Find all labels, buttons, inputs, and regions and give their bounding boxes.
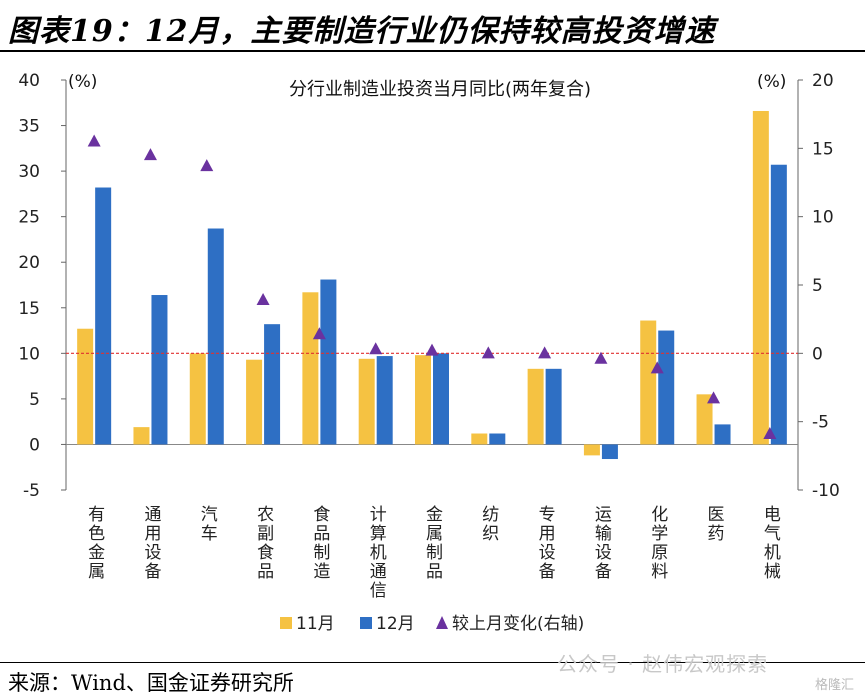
bars	[77, 110, 787, 460]
title-divider	[0, 50, 865, 52]
chart-title: 分行业制造业投资当月同比(两年复合)	[289, 79, 591, 100]
legend-swatch	[280, 617, 292, 629]
category-labels: 有色金属 通用设备 汽车 农副食品 食品制造 计算机通信 金属制品 纺织 专用设备 运输设备 化学原…	[84, 505, 780, 600]
legend-label: 12月	[376, 614, 415, 634]
category-label: 纺织	[478, 505, 499, 543]
change-markers	[87, 134, 777, 439]
right-axis-unit: (%)	[757, 72, 786, 92]
legend-label: 较上月变化(右轴)	[452, 614, 584, 634]
left-tick-label: 35	[18, 117, 40, 137]
category-label: 通用设备	[140, 505, 161, 581]
bar-nov	[696, 394, 713, 445]
bar-nov	[415, 355, 431, 445]
left-tick-label: 40	[18, 71, 40, 91]
legend-label: 11月	[296, 614, 335, 634]
bar-nov	[133, 427, 150, 445]
bar-dec	[151, 295, 168, 445]
category-label: 化学原料	[647, 505, 668, 581]
bar-nov	[189, 353, 206, 445]
change-marker	[707, 391, 721, 404]
left-tick-label: 15	[18, 299, 40, 319]
right-tick-label: 5	[812, 276, 823, 296]
bar-nov	[302, 292, 319, 445]
axes: -5 0 5 10 15 20 25 30 35 40 -10 -5 0 5 10 15 20	[18, 71, 839, 501]
bar-nov	[527, 368, 544, 445]
category-label: 计算机通信	[366, 505, 387, 600]
left-tick-label: 20	[18, 253, 40, 273]
left-tick-label: 10	[18, 344, 40, 364]
category-label: 农副食品	[253, 505, 274, 581]
left-tick-label: 5	[29, 390, 40, 410]
bar-dec	[95, 187, 112, 445]
footer-divider	[0, 662, 865, 663]
right-tick-label: -5	[812, 413, 829, 433]
bar-nov	[471, 433, 488, 445]
change-marker	[650, 361, 664, 374]
bar-nov	[583, 444, 600, 456]
category-label: 专用设备	[535, 505, 556, 581]
change-marker	[763, 426, 777, 439]
change-marker	[481, 346, 495, 359]
bar-dec	[264, 324, 281, 445]
left-axis-unit: (%)	[68, 72, 97, 92]
bar-dec	[489, 433, 506, 445]
category-label: 汽车	[197, 505, 218, 543]
legend-swatch	[360, 617, 372, 629]
bar-dec	[207, 228, 224, 445]
legend-marker	[436, 616, 448, 629]
bar-dec	[770, 164, 787, 445]
bar-nov	[752, 110, 769, 445]
change-marker	[200, 159, 214, 172]
change-marker	[425, 343, 439, 356]
change-marker	[143, 148, 157, 161]
category-label: 医药	[704, 505, 725, 543]
bar-dec	[601, 444, 618, 460]
legend: 11月 12月 较上月变化(右轴)	[280, 614, 584, 634]
change-marker	[538, 346, 552, 359]
watermark: 公众号 · 赵伟宏观探索	[557, 652, 769, 676]
bar-nov	[77, 328, 94, 445]
badge-logo: 格隆汇	[815, 678, 855, 693]
bar-dec	[320, 279, 337, 445]
category-label: 食品制造	[309, 505, 330, 581]
bar-dec	[714, 424, 731, 445]
left-tick-label: 0	[29, 435, 40, 455]
bar-dec	[658, 330, 675, 445]
bar-nov	[358, 358, 375, 445]
bar-nov	[246, 359, 263, 445]
bar-dec	[545, 368, 562, 445]
left-tick-label: 30	[18, 162, 40, 182]
bar-dec	[376, 356, 393, 445]
category-label: 有色金属	[84, 505, 105, 581]
right-tick-label: 0	[812, 344, 823, 364]
category-label: 电气机械	[760, 505, 781, 581]
change-marker	[256, 293, 270, 306]
category-label: 运输设备	[591, 505, 612, 581]
change-marker	[87, 134, 101, 147]
bar-dec	[433, 353, 449, 445]
right-tick-label: 10	[812, 208, 834, 228]
change-marker	[594, 351, 608, 364]
right-tick-label: 20	[812, 71, 834, 91]
figure-title: 图表19：12月，主要制造行业仍保持较高投资增速	[8, 14, 716, 49]
source-note: 来源：Wind、国金证券研究所	[8, 671, 294, 695]
left-tick-label: 25	[18, 208, 40, 228]
bar-nov	[640, 320, 657, 445]
right-tick-label: -10	[812, 481, 840, 501]
category-label: 金属制品	[422, 505, 443, 581]
left-tick-label: -5	[23, 481, 40, 501]
change-marker	[312, 327, 326, 340]
change-marker	[369, 342, 383, 355]
right-tick-label: 15	[812, 139, 834, 159]
